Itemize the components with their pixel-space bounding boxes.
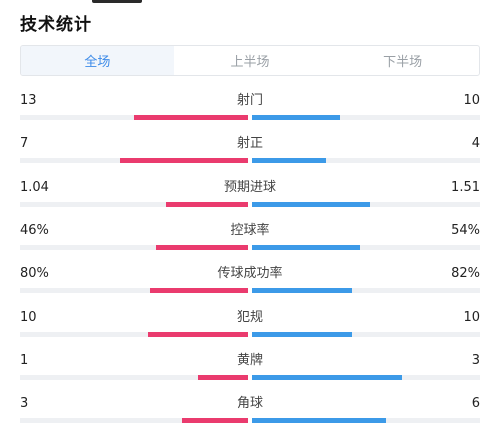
- tab-full-match[interactable]: 全场: [21, 46, 174, 75]
- period-tabs: 全场 上半场 下半场: [20, 45, 480, 76]
- stat-home-value: 13: [20, 93, 37, 108]
- stat-away-bar: [252, 245, 360, 250]
- stat-home-value: 46%: [20, 223, 49, 238]
- top-strip: [0, 0, 500, 6]
- tab-second-half[interactable]: 下半场: [383, 55, 423, 70]
- stat-home-bar: [150, 288, 248, 293]
- stat-label: 黄牌: [236, 353, 263, 368]
- stat-away-value: 10: [463, 310, 480, 325]
- stat-home-value: 1.04: [20, 180, 49, 195]
- stat-row: 80% 传球成功率 82%: [20, 266, 480, 306]
- stat-away-value: 6: [471, 396, 480, 411]
- stat-home-bar: [166, 202, 248, 207]
- stat-away-value: 54%: [451, 223, 480, 238]
- stat-away-value: 3: [471, 353, 480, 368]
- page-title: 技术统计: [20, 15, 92, 35]
- stat-row: 46% 控球率 54%: [20, 223, 480, 263]
- stat-home-bar: [182, 418, 248, 423]
- stat-home-value: 1: [20, 353, 29, 368]
- stat-home-value: 10: [20, 310, 37, 325]
- stat-away-value: 1.51: [451, 180, 480, 195]
- stat-away-value: 10: [463, 93, 480, 108]
- stat-label: 犯规: [236, 310, 263, 325]
- stat-bar-divider: [248, 156, 252, 165]
- stat-label: 预期进球: [223, 180, 276, 195]
- stat-label: 角球: [236, 396, 263, 411]
- stat-away-bar: [252, 158, 326, 163]
- stat-away-value: 4: [471, 136, 480, 151]
- stat-row: 1 黄牌 3: [20, 353, 480, 393]
- stat-row: 3 角球 6: [20, 396, 480, 436]
- stat-bar-divider: [248, 243, 252, 252]
- stat-bar-divider: [248, 113, 252, 122]
- stat-label: 传球成功率: [217, 266, 283, 281]
- stat-home-bar: [198, 375, 248, 380]
- stat-bar-divider: [248, 286, 252, 295]
- stat-away-bar: [252, 332, 352, 337]
- stat-away-bar: [252, 375, 402, 380]
- stat-home-bar: [120, 158, 248, 163]
- stat-label: 射正: [236, 136, 263, 151]
- stat-away-bar: [252, 115, 340, 120]
- stat-home-bar: [156, 245, 248, 250]
- stat-row: 1.04 预期进球 1.51: [20, 180, 480, 220]
- stat-home-value: 7: [20, 136, 29, 151]
- stat-row: 10 犯规 10: [20, 310, 480, 350]
- stat-label: 射门: [236, 93, 263, 108]
- stat-away-bar: [252, 202, 370, 207]
- stat-label: 控球率: [230, 223, 270, 238]
- stat-row: 13 射门 10: [20, 93, 480, 133]
- stat-row: 7 射正 4: [20, 136, 480, 176]
- tab-first-half[interactable]: 上半场: [230, 55, 270, 70]
- stat-away-bar: [252, 288, 352, 293]
- stat-away-bar: [252, 418, 386, 423]
- stat-bar-divider: [248, 416, 252, 425]
- stat-home-value: 3: [20, 396, 29, 411]
- stat-bar-divider: [248, 373, 252, 382]
- stat-home-bar: [148, 332, 248, 337]
- stat-bar-divider: [248, 330, 252, 339]
- stat-home-bar: [134, 115, 248, 120]
- stat-bar-divider: [248, 200, 252, 209]
- stat-home-value: 80%: [20, 266, 49, 281]
- top-edge-mark: [92, 0, 142, 3]
- stat-away-value: 82%: [451, 266, 480, 281]
